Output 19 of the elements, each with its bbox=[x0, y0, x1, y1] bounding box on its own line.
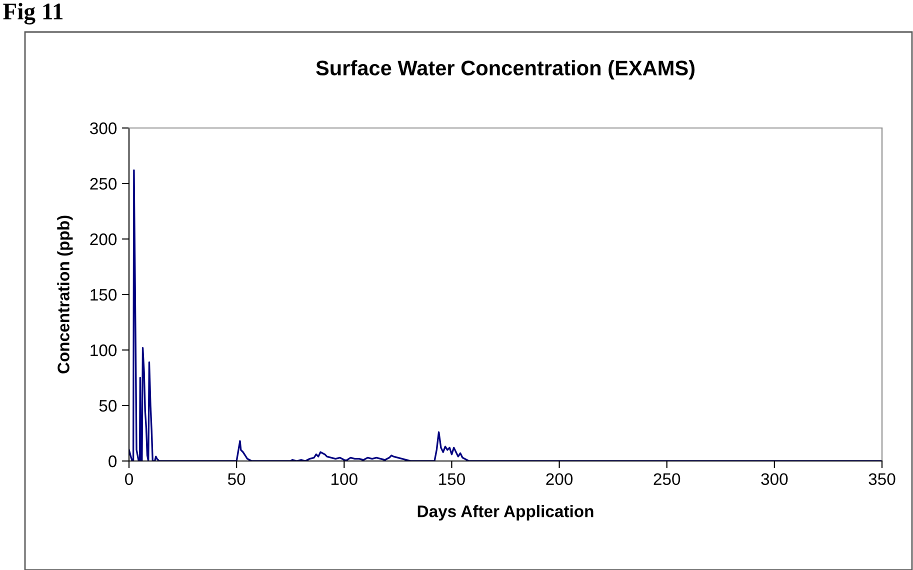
x-tick-label: 0 bbox=[125, 473, 133, 486]
x-tick-label: 200 bbox=[546, 473, 573, 486]
x-axis-title: Days After Application bbox=[418, 505, 594, 521]
y-tick-label: 50 bbox=[99, 400, 117, 412]
chart-title: Surface Water Concentration (EXAMS) bbox=[316, 60, 694, 80]
y-tick-label: 300 bbox=[90, 122, 117, 134]
x-tick-label: 100 bbox=[332, 473, 358, 486]
x-tick-label: 50 bbox=[228, 473, 246, 486]
x-tick-label: 150 bbox=[439, 473, 465, 486]
y-tick-label: 100 bbox=[90, 344, 117, 356]
caption: Fig 11 bbox=[3, 2, 63, 24]
y-axis-title: Concentration (ppb) bbox=[57, 216, 73, 374]
y-tick-label: 0 bbox=[108, 455, 117, 468]
x-tick-label: 350 bbox=[868, 473, 896, 486]
y-tick-label: 250 bbox=[90, 178, 117, 190]
y-tick-label: 150 bbox=[90, 288, 117, 301]
y-tick-label: 200 bbox=[90, 233, 117, 246]
x-tick-label: 300 bbox=[761, 473, 788, 486]
x-tick-label: 250 bbox=[654, 473, 680, 486]
